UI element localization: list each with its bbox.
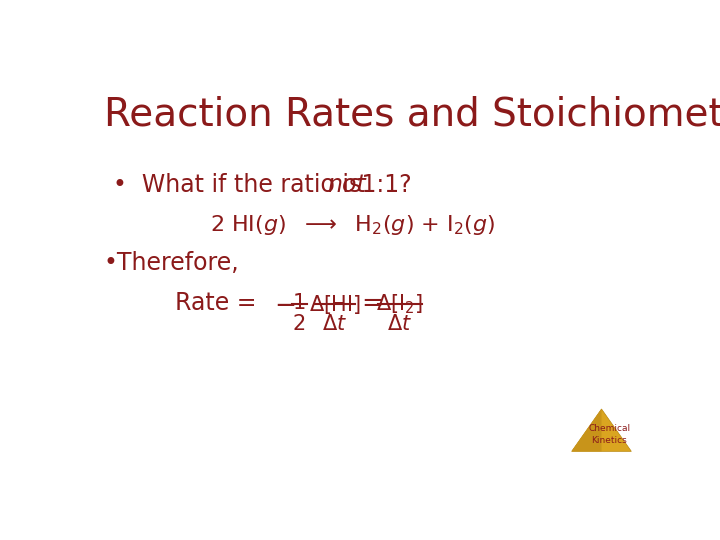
Text: Kinetics: Kinetics	[591, 436, 627, 445]
Text: $\Delta t$: $\Delta t$	[387, 314, 413, 334]
Polygon shape	[572, 409, 601, 451]
Text: $\Delta$[I$_2$]: $\Delta$[I$_2$]	[377, 293, 423, 316]
Text: 2 HI($g$)  $\longrightarrow$  H$_2$($g$) + I$_2$($g$): 2 HI($g$) $\longrightarrow$ H$_2$($g$) +…	[210, 213, 495, 237]
Text: 1: 1	[292, 293, 306, 313]
Text: =: =	[361, 291, 383, 316]
Text: Rate =: Rate =	[175, 292, 264, 315]
Text: not: not	[327, 173, 366, 197]
Text: $\Delta$[HI]: $\Delta$[HI]	[309, 293, 361, 316]
Text: •Therefore,: •Therefore,	[104, 251, 240, 275]
Text: 1:1?: 1:1?	[354, 173, 411, 197]
Text: Chemical: Chemical	[588, 424, 630, 433]
Text: $\Delta t$: $\Delta t$	[323, 314, 348, 334]
Polygon shape	[572, 409, 631, 451]
Text: •  What if the ratio is: • What if the ratio is	[113, 173, 369, 197]
Text: $-$: $-$	[274, 291, 296, 316]
Text: 2: 2	[292, 314, 306, 334]
Text: Reaction Rates and Stoichiometry: Reaction Rates and Stoichiometry	[104, 96, 720, 133]
